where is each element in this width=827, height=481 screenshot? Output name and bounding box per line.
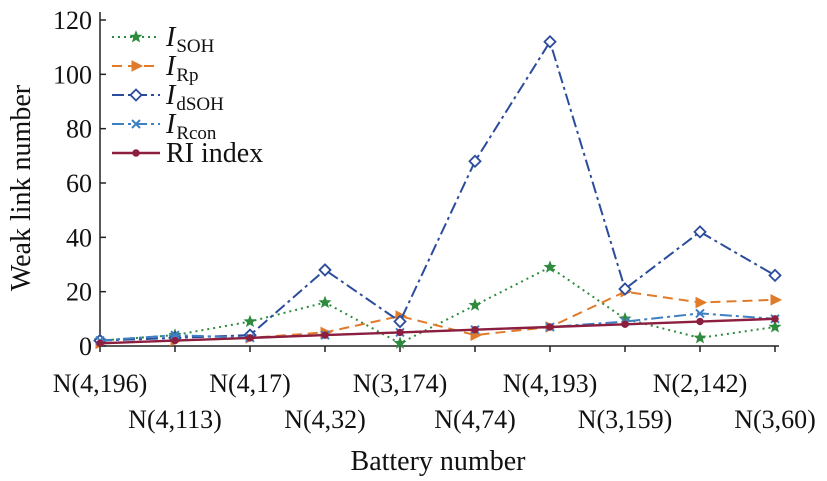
data-point-idsoh bbox=[318, 263, 332, 277]
data-point-ri bbox=[396, 328, 404, 337]
series-layer bbox=[93, 34, 783, 350]
legend-marker-ri bbox=[132, 149, 140, 157]
data-point-idsoh bbox=[693, 225, 707, 239]
y-axis-title: Weak link number bbox=[6, 84, 37, 291]
legend-item-ri: RI index bbox=[112, 138, 263, 169]
data-point-ri bbox=[96, 339, 104, 347]
x-tick-label: N(4,193) bbox=[503, 369, 598, 398]
data-point-isoh bbox=[318, 295, 332, 309]
data-point-ri bbox=[321, 331, 329, 339]
x-axis-title: Battery number bbox=[351, 446, 527, 477]
x-tick-label: N(2,142) bbox=[653, 369, 748, 398]
series-line-ri bbox=[99, 317, 776, 345]
data-point-idsoh bbox=[768, 268, 782, 283]
data-point-idsoh bbox=[618, 282, 632, 296]
data-point-isoh bbox=[693, 331, 707, 344]
x-tick-label: N(4,113) bbox=[128, 405, 222, 434]
x-tick-label: N(4,17) bbox=[209, 369, 291, 398]
legend-label-ri: RI index bbox=[166, 138, 263, 169]
legend-marker-idsoh bbox=[129, 88, 143, 102]
data-point-ri bbox=[246, 334, 254, 342]
legend-label-isoh: ISOH bbox=[165, 22, 215, 57]
data-point-ri bbox=[546, 323, 554, 331]
axes: 0 20 40 60 80 100 120 N(4,196) N(4,113) N(4,17) N(… bbox=[53, 6, 816, 434]
x-tick-label: N(3,174) bbox=[353, 369, 448, 398]
x-tick-label: N(4,32) bbox=[284, 405, 366, 434]
data-point-ircon bbox=[170, 330, 180, 340]
legend-item-idsoh: IdSOH bbox=[112, 80, 224, 115]
y-tick-label: 40 bbox=[66, 223, 92, 252]
legend-label-idsoh: IdSOH bbox=[165, 80, 224, 115]
legend-label-irp: IRp bbox=[165, 51, 199, 86]
legend-item-irp: IRp bbox=[112, 51, 199, 86]
legend-item-isoh: ISOH bbox=[112, 22, 215, 57]
data-point-idsoh bbox=[468, 154, 482, 169]
data-point-isoh bbox=[543, 260, 557, 273]
x-tick-label: N(3,60) bbox=[734, 405, 816, 434]
series-line-ircon bbox=[99, 312, 776, 342]
x-tick-label: N(4,74) bbox=[434, 405, 516, 434]
legend-item-ircon: IRcon bbox=[112, 109, 217, 144]
data-point-ri bbox=[171, 336, 179, 345]
y-tick-label: 120 bbox=[53, 6, 92, 35]
data-point-ri bbox=[771, 315, 779, 323]
data-point-isoh bbox=[243, 314, 257, 328]
data-point-ircon bbox=[695, 308, 705, 319]
y-tick-label: 60 bbox=[66, 169, 92, 198]
data-point-ri bbox=[621, 320, 629, 328]
series-line-isoh bbox=[99, 266, 776, 345]
x-tick-label: N(4,196) bbox=[53, 369, 148, 398]
series-ri bbox=[96, 315, 779, 347]
y-tick-label: 100 bbox=[53, 60, 92, 89]
data-point-irp bbox=[695, 296, 708, 309]
data-point-irp bbox=[770, 294, 783, 306]
legend-marker-irp bbox=[131, 60, 144, 72]
data-point-idsoh bbox=[393, 314, 407, 329]
series-line-idsoh bbox=[99, 39, 776, 342]
y-tick-label: 0 bbox=[79, 332, 92, 361]
x-tick-label: N(3,159) bbox=[578, 405, 673, 434]
y-tick-label: 20 bbox=[66, 278, 92, 307]
data-point-isoh bbox=[393, 336, 407, 349]
legend-marker-isoh bbox=[129, 30, 143, 43]
legend-label-ircon: IRcon bbox=[165, 109, 217, 144]
data-point-ri bbox=[696, 317, 704, 326]
data-point-isoh bbox=[468, 298, 482, 311]
data-point-isoh bbox=[768, 320, 782, 333]
data-point-ri bbox=[471, 326, 479, 334]
data-point-idsoh bbox=[543, 34, 557, 49]
y-tick-label: 80 bbox=[66, 115, 92, 144]
legend-marker-ircon bbox=[131, 119, 141, 129]
